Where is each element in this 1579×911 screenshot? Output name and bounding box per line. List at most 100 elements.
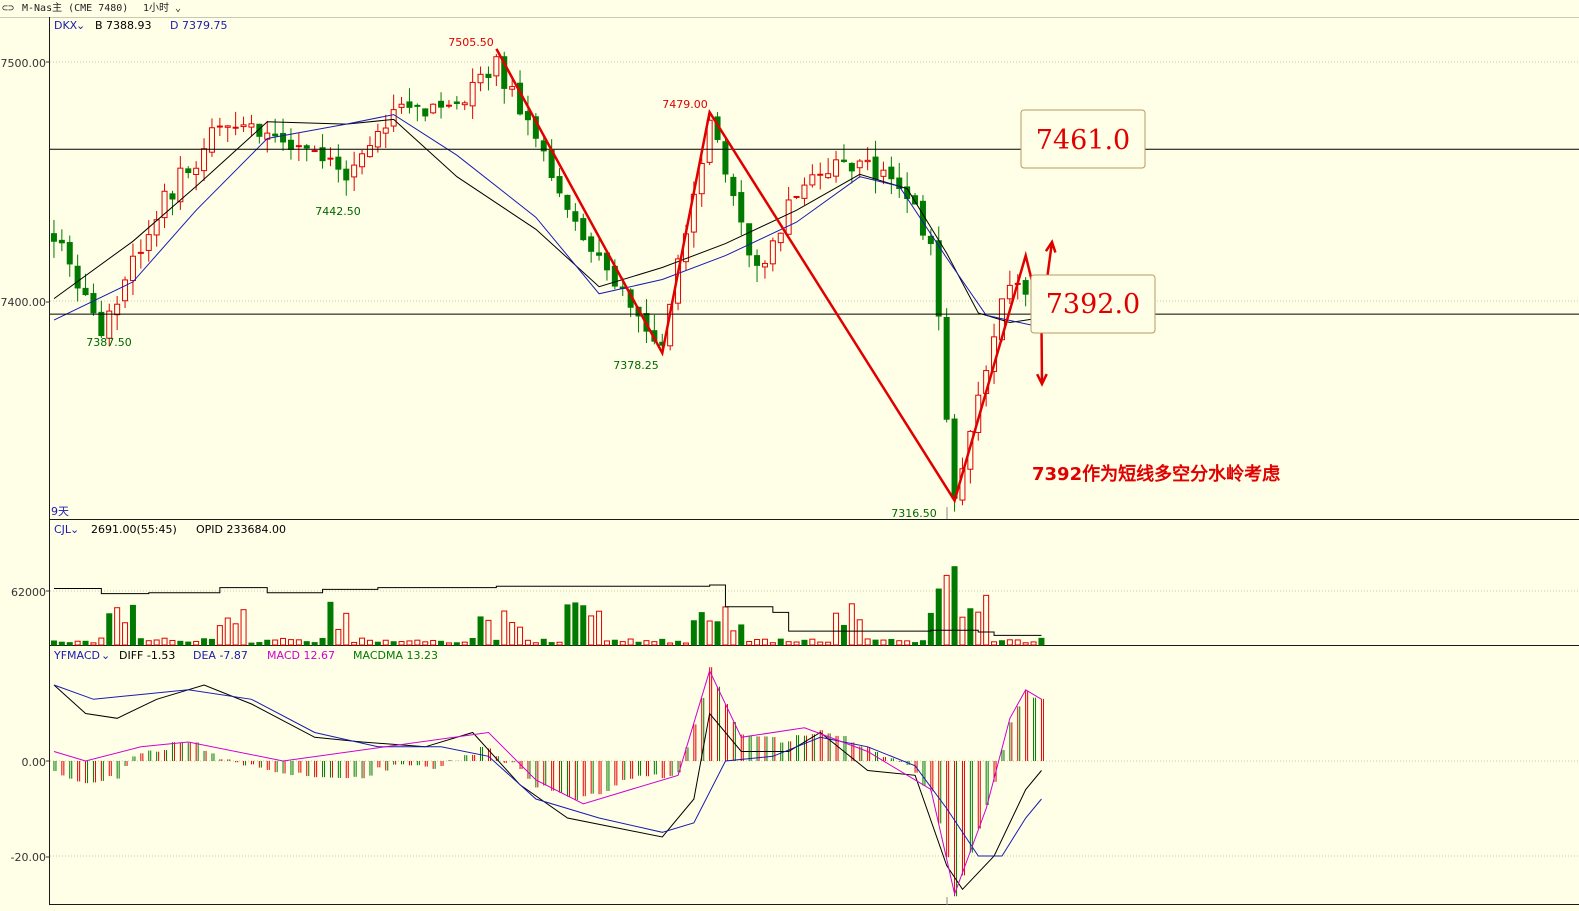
dea-value: DEA -7.87 xyxy=(193,649,248,662)
volume-bar xyxy=(919,640,926,646)
volume-bar xyxy=(445,642,452,646)
chevron-down-icon[interactable]: ⌄ xyxy=(101,649,110,662)
volume-bar xyxy=(193,640,200,646)
candle-body xyxy=(177,167,184,203)
volume-bar xyxy=(833,612,840,646)
candle-body xyxy=(122,279,129,302)
volume-bar xyxy=(311,642,318,646)
volume-bar xyxy=(564,604,571,646)
volume-bar xyxy=(232,623,239,646)
volume-bar xyxy=(177,640,184,646)
title-bar: ⊂⊃ M-Nas主 (CME 7480) 1小时 ⌄ xyxy=(0,0,1579,18)
volume-bar xyxy=(1022,642,1029,646)
volume-bar xyxy=(998,640,1005,646)
dkx-b-value: B 7388.93 xyxy=(95,19,152,32)
volume-bar xyxy=(114,607,121,646)
y-tick-7400: 7400.00 xyxy=(1,296,47,309)
candle-body xyxy=(366,145,373,158)
volume-bar xyxy=(1030,641,1037,646)
macd-histogram xyxy=(53,667,1044,897)
candle-body xyxy=(761,262,768,268)
candle-body xyxy=(833,159,840,177)
volume-bar xyxy=(66,642,73,646)
candle-body xyxy=(461,102,468,106)
diff-value: DIFF -1.53 xyxy=(119,649,175,662)
dkx-indicator-label[interactable]: DKX xyxy=(54,19,78,32)
volume-bar xyxy=(548,642,555,646)
volume-bar xyxy=(398,641,405,646)
volume-bar xyxy=(761,638,768,646)
candle-body xyxy=(817,173,824,176)
candle-body xyxy=(438,100,445,108)
volume-bar xyxy=(864,638,871,646)
candle-body xyxy=(698,162,705,195)
volume-bar xyxy=(880,639,887,646)
candle-body xyxy=(319,147,326,162)
volume-bar xyxy=(572,602,579,646)
volume-bar xyxy=(477,616,484,646)
candle-body xyxy=(738,192,745,223)
macd-indicator-label[interactable]: YFMACD xyxy=(53,649,100,662)
candle-body xyxy=(501,56,508,89)
volume-bar xyxy=(453,642,460,646)
chevron-down-icon[interactable]: ⌄ xyxy=(76,19,85,32)
volume-bar xyxy=(50,640,57,646)
period-selector[interactable]: 1小时 ⌄ xyxy=(143,0,181,17)
volume-bar xyxy=(509,622,516,646)
volume-bar xyxy=(659,638,666,646)
chevron-down-icon[interactable]: ⌄ xyxy=(70,523,79,536)
time-span-label: 9天 xyxy=(51,505,69,518)
volume-bar xyxy=(256,642,263,646)
candle-body xyxy=(872,156,879,180)
candle-body xyxy=(722,141,729,175)
candle-body xyxy=(327,157,334,160)
candle-body xyxy=(382,127,389,134)
link-icon[interactable]: ⊂⊃ xyxy=(2,3,15,14)
candle-body xyxy=(453,101,460,104)
candle-body xyxy=(912,195,919,205)
volume-bar xyxy=(848,603,855,646)
symbol-label[interactable]: M-Nas主 (CME 7480) xyxy=(22,3,129,14)
volume-bar xyxy=(801,639,808,646)
candle-body xyxy=(935,240,942,317)
candle-body xyxy=(114,303,121,316)
candle-body xyxy=(801,184,808,199)
volume-bar xyxy=(912,642,919,646)
volume-bar xyxy=(888,638,895,646)
candle-body xyxy=(82,287,89,296)
candle-body xyxy=(161,190,168,219)
volume-bar xyxy=(469,638,476,646)
cjl-indicator-label[interactable]: CJL xyxy=(54,523,72,536)
volume-bar xyxy=(730,630,737,646)
level-high-label: 7461.0 xyxy=(1036,125,1130,156)
candle-body xyxy=(540,140,547,152)
candle-body xyxy=(185,168,192,174)
volume-bar xyxy=(872,639,879,646)
volume-bar xyxy=(603,640,610,646)
volume-bar xyxy=(975,611,982,646)
volume-bar xyxy=(896,640,903,646)
candle-body xyxy=(193,167,200,175)
volume-bar xyxy=(580,605,587,646)
grid xyxy=(46,61,1579,905)
price-point-labels: 7505.50 7479.00 7442.50 7387.50 7378.25 … xyxy=(86,36,937,520)
volume-bar xyxy=(690,620,697,646)
candle-body xyxy=(422,108,429,117)
candle-body xyxy=(706,119,713,163)
diff-line xyxy=(53,684,1042,891)
volume-bar xyxy=(1006,639,1013,646)
volume-bar xyxy=(793,641,800,646)
opid-value: OPID 233684.00 xyxy=(196,523,286,536)
y-tick-62000: 62000 xyxy=(11,586,46,599)
candle-body xyxy=(374,131,381,148)
candle-body xyxy=(572,211,579,222)
volume-bar xyxy=(422,641,429,646)
candle-body xyxy=(856,160,863,169)
volume-bar xyxy=(738,624,745,646)
candle-body xyxy=(951,418,958,499)
volume-bar xyxy=(532,642,539,646)
candle-body xyxy=(287,139,294,150)
volume-bar xyxy=(627,638,634,646)
volume-bar xyxy=(983,594,990,646)
volume-bar xyxy=(82,640,89,646)
